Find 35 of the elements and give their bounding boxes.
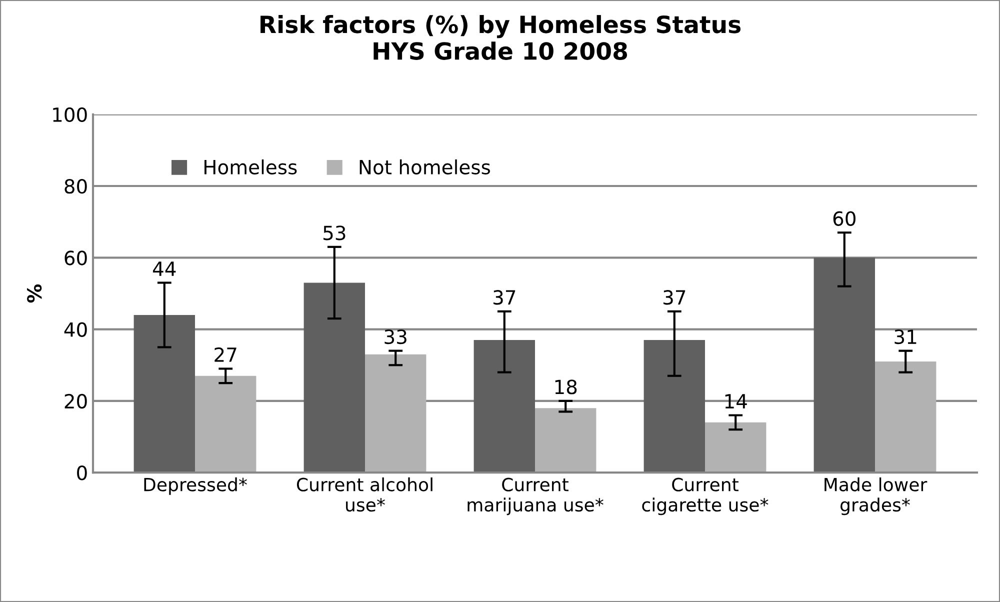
data-label: 60 bbox=[833, 211, 856, 226]
data-label: 18 bbox=[555, 380, 577, 394]
bar bbox=[304, 282, 365, 473]
y-tick-label: 0 bbox=[77, 466, 87, 480]
x-tick-label: Depressed* bbox=[144, 477, 247, 495]
legend-label: Not homeless bbox=[360, 159, 490, 174]
y-tick-label: 40 bbox=[64, 322, 87, 337]
x-tick-label: Made lower grades* bbox=[824, 477, 928, 516]
data-label: 31 bbox=[894, 329, 916, 344]
x-tick-label: Current alcohol use* bbox=[296, 477, 432, 512]
x-tick-label: Current marijuana use* bbox=[468, 478, 604, 516]
data-label: 37 bbox=[664, 290, 686, 305]
data-label: 37 bbox=[494, 290, 516, 305]
bar bbox=[134, 314, 195, 473]
bar bbox=[474, 340, 535, 473]
chart-title: Risk factors (%) by Homeless Status HYS Grade 10 2008 bbox=[260, 15, 741, 60]
x-tick-label: Current cigarette use* bbox=[642, 478, 768, 516]
data-label: 27 bbox=[214, 347, 236, 362]
data-label: 53 bbox=[324, 226, 346, 240]
y-axis-title: % bbox=[26, 284, 42, 303]
bar bbox=[644, 340, 705, 473]
data-label: 44 bbox=[152, 262, 176, 276]
y-tick-label: 60 bbox=[64, 250, 87, 266]
legend-label: Homeless bbox=[204, 159, 297, 174]
bar bbox=[365, 354, 426, 473]
bar bbox=[705, 422, 766, 473]
bar bbox=[875, 362, 936, 473]
bar bbox=[195, 376, 256, 473]
data-label: 33 bbox=[384, 329, 406, 344]
bar bbox=[535, 408, 596, 473]
bar bbox=[814, 258, 875, 473]
y-tick-label: 20 bbox=[64, 394, 87, 409]
data-label: 14 bbox=[725, 394, 747, 408]
y-tick-label: 80 bbox=[64, 178, 87, 194]
y-tick-label: 100 bbox=[53, 107, 87, 122]
